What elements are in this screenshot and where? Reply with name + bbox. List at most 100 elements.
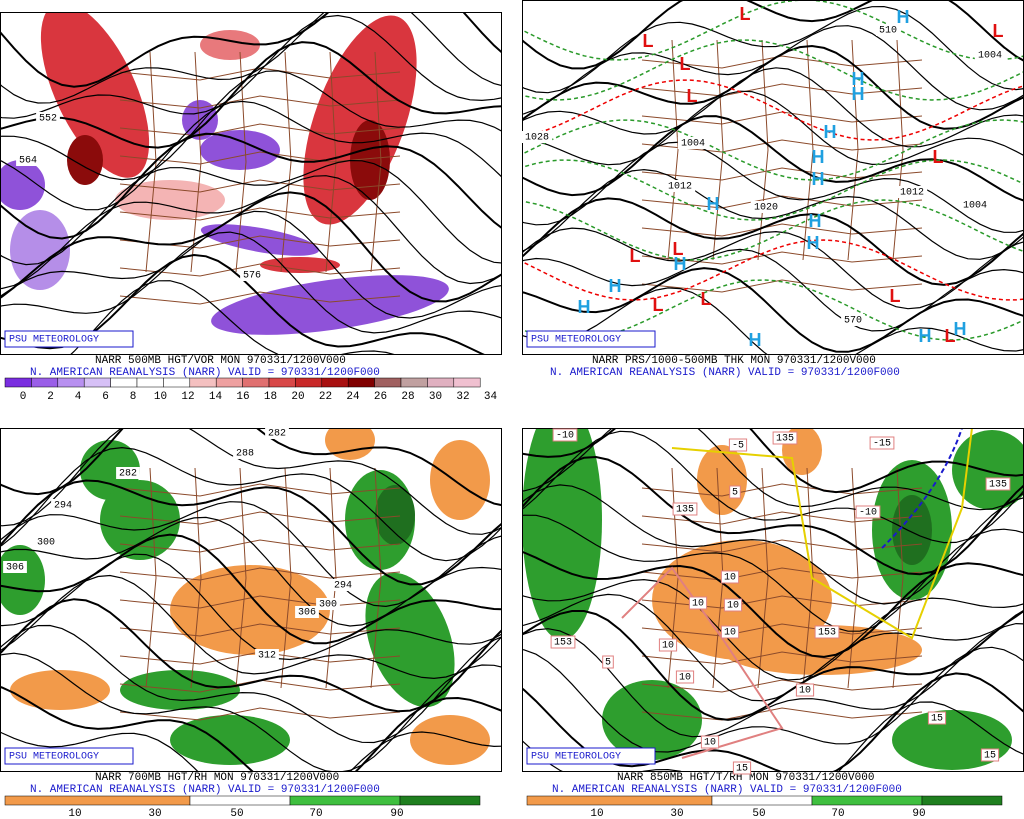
colorbar-label: 14 bbox=[209, 391, 223, 403]
contour-line bbox=[522, 0, 1024, 70]
colorbar-swatch bbox=[399, 795, 481, 806]
map-panel bbox=[522, 428, 1024, 772]
pressure-center: H bbox=[852, 69, 865, 89]
pressure-center: L bbox=[673, 239, 684, 259]
boundary-line bbox=[119, 235, 401, 249]
label-box bbox=[675, 670, 695, 684]
label-box bbox=[550, 635, 576, 649]
contour-label: 1020 bbox=[754, 203, 778, 214]
colorbar-swatch bbox=[31, 377, 59, 388]
label-box bbox=[869, 436, 895, 450]
contour-label: 1004 bbox=[978, 51, 1002, 62]
label-box bbox=[3, 561, 27, 573]
map-panel bbox=[0, 428, 502, 772]
map-frame bbox=[0, 428, 502, 772]
contour-line bbox=[0, 12, 502, 104]
contour-label: 306 bbox=[298, 608, 316, 619]
colorbar-label: 18 bbox=[264, 391, 277, 403]
label-box bbox=[34, 536, 58, 548]
contour-line bbox=[69, 280, 399, 355]
pressure-center: L bbox=[630, 246, 641, 266]
pressure-center: H bbox=[807, 233, 820, 253]
shaded-area bbox=[892, 495, 932, 565]
label-box bbox=[521, 131, 553, 143]
contour-line bbox=[0, 12, 502, 88]
colorbar-swatch bbox=[57, 377, 85, 388]
contour-label: 294 bbox=[54, 501, 72, 512]
contour-line bbox=[0, 479, 502, 586]
boundary-line bbox=[119, 263, 401, 277]
shaded-area bbox=[10, 210, 70, 290]
shaded-area bbox=[722, 625, 922, 675]
contour-line bbox=[522, 609, 1024, 721]
boundary-line bbox=[370, 51, 382, 273]
isotherm bbox=[881, 428, 963, 549]
pressure-center: H bbox=[919, 326, 932, 346]
shaded-area bbox=[522, 428, 602, 640]
contour-line bbox=[0, 553, 502, 661]
colorbar-swatch bbox=[811, 795, 923, 806]
contour-label: 10 bbox=[799, 686, 811, 697]
pressure-center: L bbox=[993, 21, 1004, 41]
contour-line bbox=[0, 159, 502, 266]
colorbar-label: 10 bbox=[154, 391, 167, 403]
colorbar-label: 30 bbox=[670, 808, 683, 819]
colorbar-label: 50 bbox=[230, 808, 243, 819]
shaded-area bbox=[200, 130, 280, 170]
colorbar-swatch bbox=[427, 377, 455, 388]
pressure-center: H bbox=[812, 147, 825, 167]
pressure-center: H bbox=[824, 122, 837, 142]
contour-line bbox=[522, 44, 1024, 130]
isotherm bbox=[671, 428, 973, 640]
pressure-center: L bbox=[643, 31, 654, 51]
colorbar bbox=[526, 795, 1003, 806]
contour-label: 15 bbox=[736, 764, 748, 775]
label-box bbox=[959, 199, 991, 211]
boundary-line bbox=[280, 51, 292, 273]
boundary-line bbox=[712, 39, 724, 261]
pressure-center: L bbox=[933, 147, 944, 167]
colorbar-label: 30 bbox=[148, 808, 161, 819]
contour-line bbox=[522, 168, 1024, 260]
contour-line bbox=[0, 175, 502, 290]
colorbar-swatch bbox=[215, 377, 243, 388]
pressure-center: L bbox=[687, 86, 698, 106]
pressure-center: L bbox=[890, 286, 901, 306]
label-box bbox=[602, 655, 614, 669]
contour-label: 5 bbox=[605, 658, 611, 669]
boundary-line bbox=[119, 483, 401, 497]
contour-line bbox=[522, 593, 1024, 702]
colorbar-label: 20 bbox=[291, 391, 304, 403]
colorbar-swatch bbox=[347, 377, 375, 388]
contour-line bbox=[0, 428, 502, 507]
boundary-line bbox=[641, 707, 923, 721]
boundary-line bbox=[119, 123, 401, 137]
thickness-line bbox=[522, 199, 1024, 261]
thickness-line bbox=[522, 79, 1024, 141]
contour-line bbox=[522, 455, 1024, 576]
label-box bbox=[876, 24, 900, 36]
contour-label: 564 bbox=[19, 156, 37, 167]
boundary-line bbox=[847, 467, 859, 689]
label-box bbox=[720, 625, 740, 639]
contour-line bbox=[0, 446, 502, 562]
colorbar-label: 30 bbox=[429, 391, 442, 403]
colorbar-label: 32 bbox=[456, 391, 469, 403]
colorbar bbox=[4, 377, 481, 388]
label-box bbox=[255, 649, 279, 661]
boundary-line bbox=[119, 595, 401, 609]
boundary-line bbox=[757, 467, 769, 689]
label-box bbox=[795, 683, 815, 697]
boundary-line bbox=[641, 83, 923, 97]
contour-label: 135 bbox=[676, 505, 694, 516]
colorbar-label: 90 bbox=[390, 808, 403, 819]
colorbar-label: 6 bbox=[102, 391, 109, 403]
boundary-line bbox=[892, 39, 904, 261]
shaded-area bbox=[115, 180, 225, 220]
contour-label: 10 bbox=[704, 738, 716, 749]
shaded-area bbox=[697, 445, 747, 515]
boundary-line bbox=[641, 623, 923, 637]
colorbar-label: 16 bbox=[236, 391, 249, 403]
contour-line bbox=[522, 701, 1024, 772]
colorbar-label: 10 bbox=[590, 808, 603, 819]
